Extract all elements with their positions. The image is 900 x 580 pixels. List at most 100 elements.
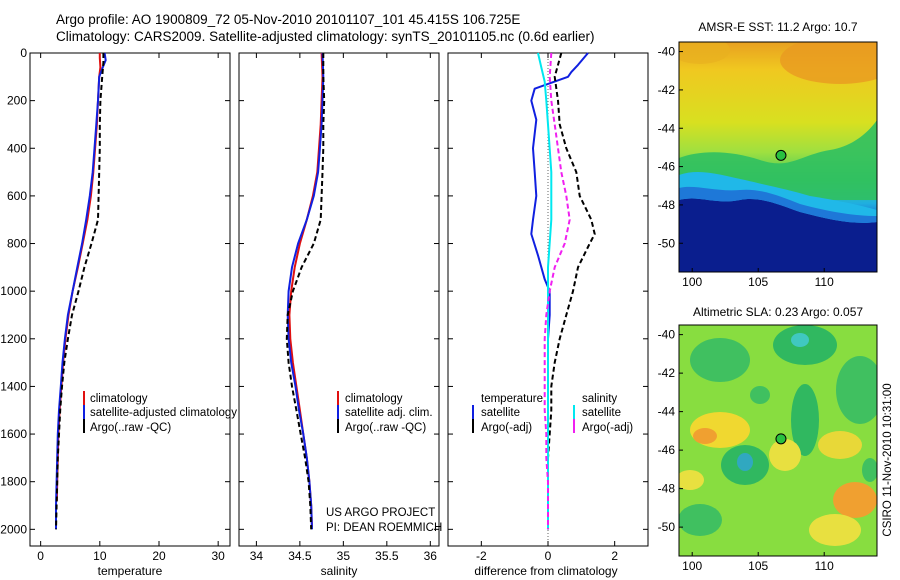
y-tick-label: 1200 [0, 332, 27, 346]
series-line-satellite-adj-clim- [286, 52, 325, 530]
y-tick-label: 200 [7, 94, 27, 108]
x-tick-label: 2 [611, 549, 618, 563]
project-line-1: US ARGO PROJECT [326, 507, 435, 519]
y-tick-label: -46 [658, 160, 676, 174]
x-tick-label: 35 [337, 549, 351, 563]
y-tick-label: -46 [658, 443, 676, 457]
sst-map-ticks: 100 105 110 -40 -42 -44 -46 -48 -50 [658, 45, 834, 289]
legend-header-temperature: temperature [481, 393, 543, 405]
salinity-legend: climatology satellite adj. clim. Argo(..… [337, 391, 433, 434]
difference-panel: -2 0 2 difference from climatology tempera… [447, 52, 649, 578]
y-tick-label: -42 [658, 83, 676, 97]
temperature-panel: 0 10 20 30 0 200 400 600 800 1000 1200 1400 1600 1800… [0, 46, 237, 578]
figure-title-line-2: Climatology: CARS2009. Satellite-adjuste… [56, 29, 595, 44]
y-tick-label: -42 [658, 366, 676, 380]
sla-green-blob [791, 384, 819, 456]
y-tick-label: 1400 [0, 379, 27, 393]
legend-label-satellite: satellite adj. clim. [345, 407, 433, 419]
difference-series [530, 52, 596, 530]
x-tick-label: 100 [682, 275, 702, 289]
x-tick-label: 0 [545, 549, 552, 563]
y-tick-label: -40 [658, 45, 676, 59]
sst-map-panel: AMSR-E SST: 11.2 Argo: 10.7 100 105 110 -40… [658, 20, 878, 289]
sst-warm-patch [780, 42, 877, 84]
series-line-argo-raw-qc- [55, 53, 105, 530]
legend-label-temperature-satellite: satellite [481, 407, 520, 419]
x-tick-label: 105 [748, 275, 768, 289]
legend-label-salinity-argo: Argo(-adj) [582, 422, 633, 434]
y-tick-label: 1600 [0, 427, 27, 441]
sst-map-title: AMSR-E SST: 11.2 Argo: 10.7 [698, 20, 858, 34]
y-tick-label: 600 [7, 189, 27, 203]
x-tick-label: 34.5 [288, 549, 312, 563]
salinity-series [285, 52, 326, 530]
y-tick-label: -44 [658, 405, 676, 419]
sla-orange-blob [693, 428, 717, 444]
difference-legend: temperature salinity satellite Argo(-adj… [472, 393, 633, 434]
legend-label-climatology: climatology [90, 393, 148, 405]
series-line-argo-raw-qc- [285, 53, 326, 530]
y-tick-label: 800 [7, 237, 27, 251]
x-tick-label: -2 [476, 549, 487, 563]
sla-yellow-blob [679, 470, 704, 490]
sla-yellow-blob [769, 439, 801, 471]
legend-label-argo: Argo(..raw -QC) [90, 422, 171, 434]
sla-cyan-blob [791, 333, 809, 347]
temperature-xlabel: temperature [98, 564, 163, 578]
legend-label-salinity-satellite: satellite [582, 407, 621, 419]
sla-green-blob [679, 504, 722, 536]
y-tick-label: -48 [658, 482, 676, 496]
sla-map-ticks: 100 105 110 -40 -42 -44 -46 -48 -50 [658, 328, 834, 573]
x-tick-label: 105 [748, 559, 768, 573]
salinity-xlabel: salinity [321, 564, 358, 578]
legend-label-temperature-argo: Argo(-adj) [481, 422, 532, 434]
y-tick-label: -48 [658, 198, 676, 212]
x-tick-label: 35.5 [375, 549, 399, 563]
y-tick-label: 1000 [0, 284, 27, 298]
x-tick-label: 110 [815, 275, 834, 289]
temperature-legend: climatology satellite-adjusted climatolo… [83, 391, 237, 434]
x-tick-label: 10 [93, 549, 107, 563]
sla-yellow-blob [818, 431, 862, 459]
side-timestamp: CSIRO 11-Nov-2010 10:31:00 [882, 383, 894, 536]
x-tick-label: 100 [682, 559, 702, 573]
x-tick-label: 0 [37, 549, 44, 563]
temperature-series [55, 52, 107, 530]
salinity-ticks: 34 34.5 35 35.5 36 [239, 52, 439, 563]
x-tick-label: 36 [424, 549, 438, 563]
figure-title-line-1: Argo profile: AO 1900809_72 05-Nov-2010 … [56, 12, 521, 27]
x-tick-label: 34 [250, 549, 264, 563]
sla-orange-blob [833, 482, 877, 518]
temperature-axes-frame [29, 52, 231, 547]
temperature-ticks: 0 10 20 30 0 200 400 600 800 1000 1200 1400 1600 1800… [0, 46, 230, 563]
y-tick-label: -44 [658, 121, 676, 135]
sst-cold-water [679, 198, 877, 272]
sla-green-blob [690, 338, 750, 382]
sla-cyan-blob [737, 453, 753, 471]
y-tick-label: 0 [20, 46, 27, 60]
sla-yellow-blob [809, 514, 861, 546]
y-tick-label: 400 [7, 141, 27, 155]
x-tick-label: 30 [211, 549, 225, 563]
series-line-salinity-satellite [537, 52, 553, 530]
series-line-salinity-argo-adj- [543, 52, 571, 530]
legend-header-salinity: salinity [582, 393, 617, 405]
sla-green-blob [750, 386, 770, 404]
salinity-panel: 34 34.5 35 35.5 36 salinity climatology sate… [238, 52, 442, 578]
sst-map-field [679, 42, 877, 272]
y-tick-label: 1800 [0, 475, 27, 489]
argo-position-marker [775, 149, 787, 161]
difference-xlabel: difference from climatology [474, 564, 617, 578]
sla-green-blob [862, 458, 877, 482]
y-tick-label: 2000 [0, 522, 27, 536]
legend-label-argo: Argo(..raw -QC) [345, 422, 426, 434]
project-line-2: PI: DEAN ROEMMICH [326, 522, 442, 534]
sla-map-frame [678, 324, 878, 557]
y-tick-label: -50 [658, 520, 676, 534]
legend-label-climatology: climatology [345, 393, 403, 405]
sst-front-mid-blue [679, 186, 877, 223]
sst-map-frame [678, 41, 878, 273]
x-tick-label: 110 [815, 559, 834, 573]
argo-position-marker [775, 433, 787, 445]
